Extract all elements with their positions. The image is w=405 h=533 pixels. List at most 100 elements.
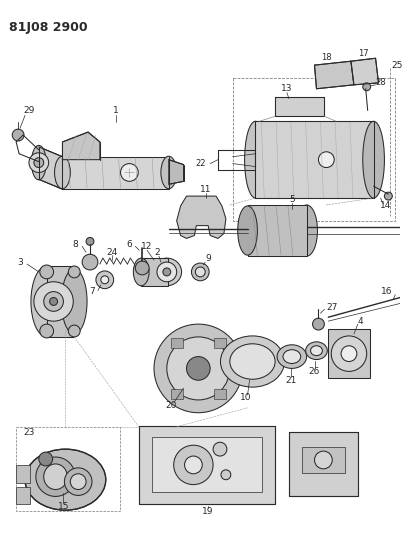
Text: 9: 9 xyxy=(205,254,211,263)
Text: 7: 7 xyxy=(89,287,95,296)
Ellipse shape xyxy=(31,266,62,337)
Circle shape xyxy=(157,262,177,282)
Text: 19: 19 xyxy=(202,507,214,516)
Polygon shape xyxy=(315,61,354,89)
Text: 3: 3 xyxy=(17,257,23,266)
Text: 24: 24 xyxy=(106,248,117,257)
Bar xyxy=(16,465,30,483)
Ellipse shape xyxy=(245,122,266,198)
Text: 13: 13 xyxy=(281,84,293,93)
Text: 14: 14 xyxy=(380,201,391,211)
Circle shape xyxy=(187,357,210,380)
Circle shape xyxy=(163,268,171,276)
Ellipse shape xyxy=(311,346,322,356)
Circle shape xyxy=(213,442,227,456)
Circle shape xyxy=(121,164,138,181)
Circle shape xyxy=(195,267,205,277)
Ellipse shape xyxy=(277,345,307,368)
Ellipse shape xyxy=(238,206,258,255)
Circle shape xyxy=(363,83,371,91)
Bar xyxy=(171,338,183,348)
Circle shape xyxy=(192,263,209,281)
Text: 10: 10 xyxy=(240,393,252,402)
Text: 11: 11 xyxy=(200,185,212,193)
Text: 16: 16 xyxy=(381,287,392,296)
Circle shape xyxy=(40,324,53,338)
Ellipse shape xyxy=(36,457,75,496)
Ellipse shape xyxy=(70,474,86,489)
Circle shape xyxy=(135,261,149,275)
Circle shape xyxy=(39,452,53,466)
Circle shape xyxy=(82,254,98,270)
Circle shape xyxy=(44,292,64,311)
Text: 23: 23 xyxy=(23,428,35,437)
Text: 18: 18 xyxy=(321,53,332,62)
Bar xyxy=(139,425,275,504)
Ellipse shape xyxy=(283,350,301,364)
Circle shape xyxy=(50,297,58,305)
Polygon shape xyxy=(39,147,62,189)
Bar xyxy=(302,447,345,473)
Text: 27: 27 xyxy=(326,303,338,312)
Bar xyxy=(289,432,358,496)
Bar xyxy=(62,157,169,189)
Circle shape xyxy=(101,276,109,284)
Bar xyxy=(214,338,226,348)
Bar xyxy=(139,425,275,504)
Circle shape xyxy=(313,318,324,330)
Ellipse shape xyxy=(64,468,92,496)
Polygon shape xyxy=(351,58,379,85)
Ellipse shape xyxy=(25,449,106,510)
Text: 12: 12 xyxy=(141,242,153,251)
Bar xyxy=(247,205,307,256)
Circle shape xyxy=(315,451,332,469)
Circle shape xyxy=(221,470,231,480)
Bar xyxy=(16,487,30,504)
Text: 4: 4 xyxy=(358,317,364,326)
Text: 1: 1 xyxy=(113,106,119,115)
Circle shape xyxy=(341,346,357,361)
Polygon shape xyxy=(169,160,183,184)
Bar xyxy=(214,389,226,399)
Text: 17: 17 xyxy=(358,49,369,58)
Circle shape xyxy=(384,192,392,200)
Text: 15: 15 xyxy=(58,502,69,511)
Circle shape xyxy=(174,445,213,484)
Text: 6: 6 xyxy=(127,240,132,249)
Text: 8: 8 xyxy=(72,240,78,249)
Ellipse shape xyxy=(32,146,46,180)
Text: 2: 2 xyxy=(154,248,160,257)
Text: 5: 5 xyxy=(289,195,295,204)
Bar xyxy=(328,329,370,378)
Bar xyxy=(289,432,358,496)
Text: 28: 28 xyxy=(375,78,386,87)
Ellipse shape xyxy=(133,258,149,286)
Text: 20: 20 xyxy=(165,401,177,410)
Circle shape xyxy=(86,238,94,245)
Circle shape xyxy=(29,153,49,173)
Text: 81J08 2900: 81J08 2900 xyxy=(9,21,88,34)
Circle shape xyxy=(96,271,114,289)
Polygon shape xyxy=(177,196,226,238)
Circle shape xyxy=(12,129,24,141)
Text: 25: 25 xyxy=(391,61,403,70)
Polygon shape xyxy=(62,132,100,160)
Circle shape xyxy=(154,324,243,413)
Ellipse shape xyxy=(230,344,275,379)
Bar xyxy=(47,266,74,337)
Ellipse shape xyxy=(220,336,284,387)
Ellipse shape xyxy=(306,342,327,360)
Ellipse shape xyxy=(55,156,70,189)
Circle shape xyxy=(68,266,80,278)
Bar xyxy=(141,258,168,286)
Ellipse shape xyxy=(44,464,67,489)
Bar xyxy=(152,438,262,492)
Ellipse shape xyxy=(363,122,384,198)
Text: 29: 29 xyxy=(23,106,35,115)
Text: 22: 22 xyxy=(196,159,206,168)
Circle shape xyxy=(34,282,73,321)
Circle shape xyxy=(318,152,334,167)
Circle shape xyxy=(68,325,80,337)
Circle shape xyxy=(185,456,202,474)
Bar xyxy=(256,122,373,198)
